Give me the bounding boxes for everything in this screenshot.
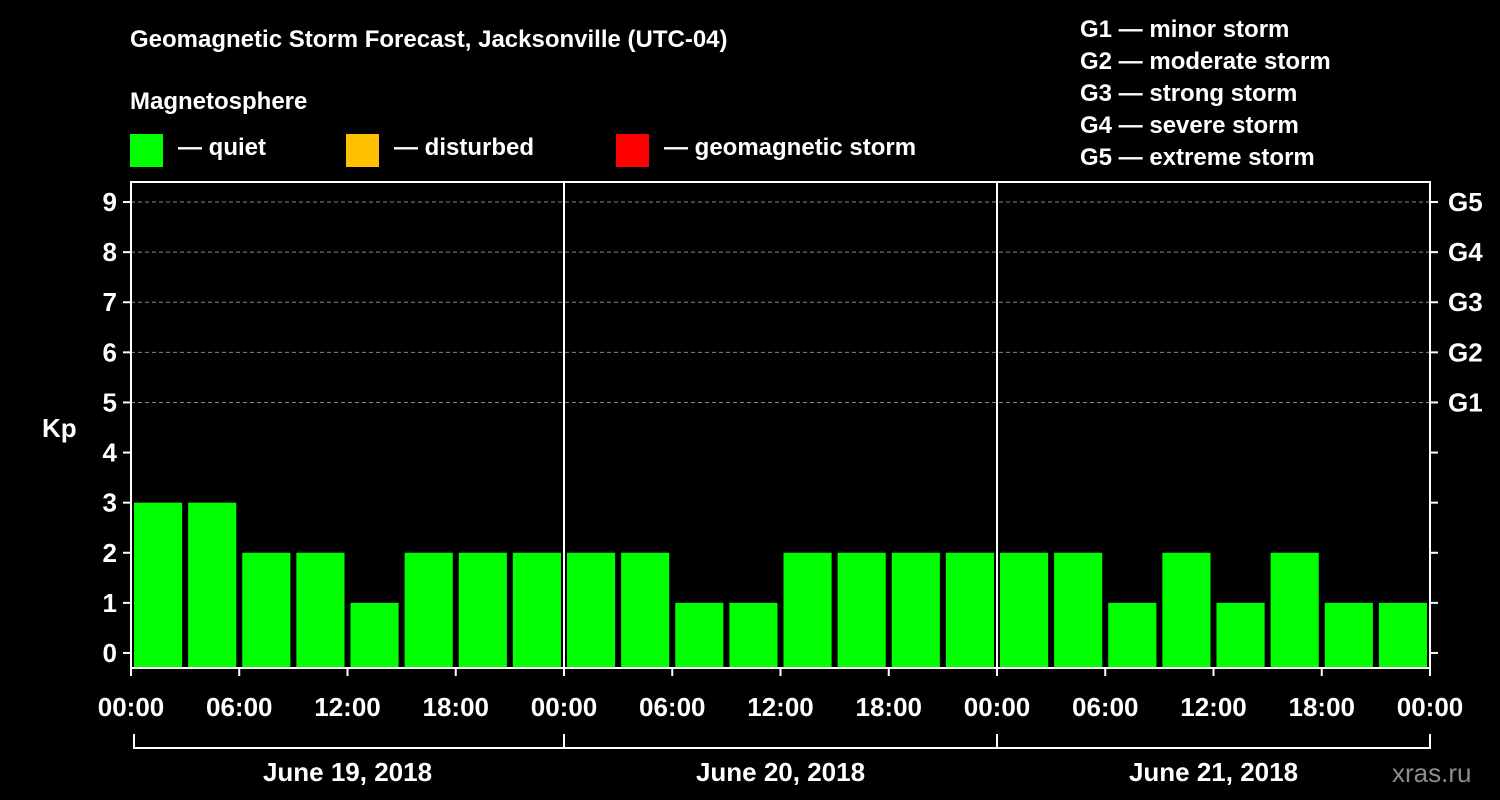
kp-bar bbox=[837, 552, 886, 667]
day-label: June 20, 2018 bbox=[696, 757, 865, 787]
legend-label-quiet: — quiet bbox=[178, 134, 266, 161]
day-label: June 21, 2018 bbox=[1129, 757, 1298, 787]
y-tick-label: 4 bbox=[103, 438, 118, 468]
chart-title: Geomagnetic Storm Forecast, Jacksonville… bbox=[130, 26, 728, 53]
watermark: xras.ru bbox=[1392, 758, 1472, 788]
y-tick-label: 8 bbox=[103, 237, 117, 267]
kp-bar bbox=[783, 552, 832, 667]
legend-label-storm: — geomagnetic storm bbox=[664, 134, 917, 161]
y-tick-label: 7 bbox=[103, 287, 117, 317]
kp-bar bbox=[512, 552, 561, 667]
kp-bar bbox=[621, 552, 670, 667]
kp-bar bbox=[1378, 602, 1427, 667]
storm-scale-g1: G1 — minor storm bbox=[1080, 16, 1290, 43]
legend-swatch-quiet bbox=[130, 134, 163, 167]
x-tick-label: 12:00 bbox=[747, 692, 814, 722]
day-label: June 19, 2018 bbox=[263, 757, 432, 787]
kp-bar bbox=[945, 552, 994, 667]
y-tick-label: 2 bbox=[103, 538, 117, 568]
y-tick-label: 9 bbox=[103, 187, 117, 217]
kp-bar bbox=[1324, 602, 1373, 667]
kp-bar bbox=[458, 552, 507, 667]
x-tick-label: 18:00 bbox=[1289, 692, 1356, 722]
kp-bar bbox=[1000, 552, 1049, 667]
y-tick-label: 5 bbox=[103, 387, 117, 417]
storm-scale-g3: G3 — strong storm bbox=[1080, 80, 1298, 107]
kp-bar bbox=[188, 502, 237, 667]
kp-bar bbox=[1270, 552, 1319, 667]
x-tick-label: 12:00 bbox=[314, 692, 381, 722]
x-tick-label: 06:00 bbox=[1072, 692, 1139, 722]
kp-bar bbox=[1216, 602, 1265, 667]
legend-label-disturbed: — disturbed bbox=[394, 134, 535, 161]
x-tick-label: 00:00 bbox=[531, 692, 598, 722]
x-tick-label: 06:00 bbox=[206, 692, 273, 722]
kp-bar bbox=[134, 502, 183, 667]
kp-bar bbox=[891, 552, 940, 667]
y-axis-label: Kp bbox=[42, 413, 77, 443]
y-tick-label: 3 bbox=[103, 488, 117, 518]
x-tick-label: 18:00 bbox=[423, 692, 490, 722]
x-tick-label: 18:00 bbox=[856, 692, 923, 722]
storm-scale-g4: G4 — severe storm bbox=[1080, 112, 1299, 139]
kp-bar bbox=[350, 602, 399, 667]
storm-level-label: G4 bbox=[1448, 237, 1483, 267]
kp-bar bbox=[1108, 602, 1157, 667]
storm-level-label: G5 bbox=[1448, 187, 1483, 217]
legend-swatch-storm bbox=[616, 134, 649, 167]
kp-bar bbox=[296, 552, 345, 667]
x-tick-label: 00:00 bbox=[964, 692, 1031, 722]
y-tick-label: 6 bbox=[103, 337, 117, 367]
kp-bar bbox=[567, 552, 616, 667]
storm-level-label: G2 bbox=[1448, 337, 1483, 367]
kp-bar bbox=[1162, 552, 1211, 667]
kp-bar bbox=[404, 552, 453, 667]
x-tick-label: 00:00 bbox=[1397, 692, 1464, 722]
storm-level-label: G1 bbox=[1448, 387, 1483, 417]
kp-bar bbox=[675, 602, 724, 667]
kp-bar bbox=[729, 602, 778, 667]
legend-heading: Magnetosphere bbox=[130, 88, 308, 115]
y-tick-label: 1 bbox=[103, 588, 117, 618]
x-tick-label: 12:00 bbox=[1180, 692, 1247, 722]
x-tick-label: 06:00 bbox=[639, 692, 706, 722]
legend-swatch-disturbed bbox=[346, 134, 379, 167]
x-tick-label: 00:00 bbox=[98, 692, 165, 722]
y-tick-label: 0 bbox=[103, 638, 117, 668]
kp-bar bbox=[1054, 552, 1103, 667]
storm-scale-g2: G2 — moderate storm bbox=[1080, 48, 1331, 75]
storm-level-label: G3 bbox=[1448, 287, 1483, 317]
storm-scale-g5: G5 — extreme storm bbox=[1080, 144, 1315, 171]
kp-bar bbox=[242, 552, 291, 667]
